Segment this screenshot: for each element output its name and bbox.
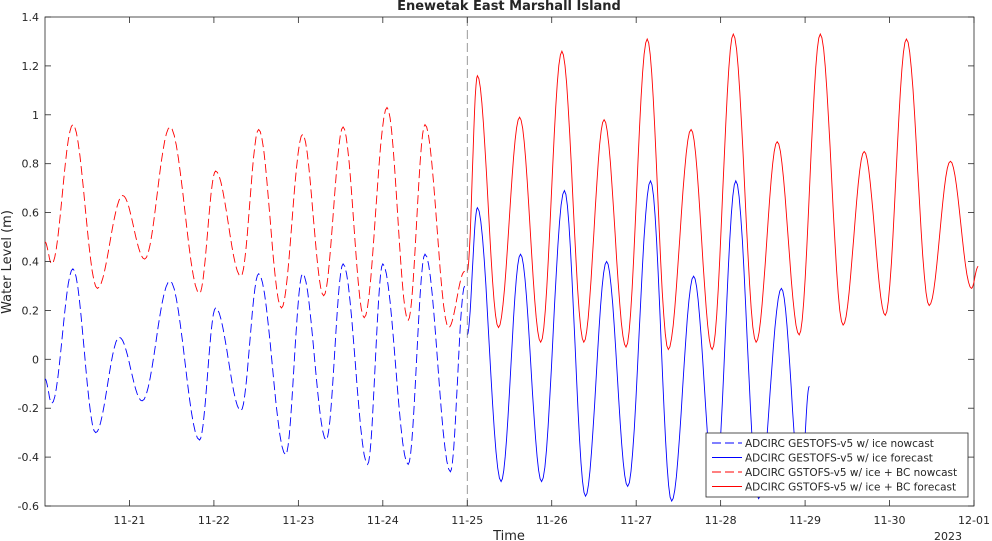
legend-entry: ADCIRC GSTOFS-v5 w/ ice + BC nowcast: [745, 467, 957, 479]
x-tick-label: 11-29: [789, 514, 821, 527]
x-axis: 11-21 11-22 11-23 11-24 11-25 11-26 11-27 11-28…: [113, 17, 990, 527]
plot-area: [44, 16, 979, 507]
legend-entry: ADCIRC GSTOFS-v5 w/ ice + BC forecast: [745, 482, 956, 494]
x-tick-label: 12-01: [958, 514, 990, 527]
x-tick-label: 11-30: [874, 514, 906, 527]
y-tick-label: 1.2: [22, 60, 40, 73]
y-tick-label: -0.4: [18, 451, 39, 464]
year-label: 2023: [934, 530, 962, 541]
y-tick-label: -0.6: [18, 500, 39, 513]
series-line-1: [44, 253, 466, 473]
legend-entry: ADCIRC GESTOFS-v5 w/ ice nowcast: [745, 438, 934, 450]
x-axis-label: Time: [492, 529, 525, 541]
y-tick-label: 0: [32, 353, 39, 366]
x-tick-label: 11-22: [198, 514, 230, 527]
chart-title: Enewetak East Marshall Island: [397, 0, 621, 14]
y-tick-label: -0.2: [18, 402, 39, 415]
x-tick-label: 11-21: [113, 514, 145, 527]
x-tick-label: 11-24: [367, 514, 399, 527]
legend: ADCIRC GESTOFS-v5 w/ ice nowcast ADCIRC G…: [705, 432, 969, 498]
y-tick-label: 0.4: [22, 256, 40, 269]
series-line-3: [44, 106, 465, 329]
x-tick-label: 11-23: [282, 514, 314, 527]
y-tick-label: 1: [32, 109, 39, 122]
x-tick-label: 11-26: [536, 514, 568, 527]
plot-frame: [44, 16, 975, 507]
x-tick-label: 11-25: [451, 514, 483, 527]
x-tick-label: 11-27: [620, 514, 652, 527]
x-tick-label: 11-28: [705, 514, 737, 527]
y-tick-label: 0.2: [22, 304, 40, 317]
y-tick-label: 0.6: [22, 207, 40, 220]
y-axis: -0.6 -0.4 -0.2 0 0.2 0.4 0.6 0.8 1 1.2 1.4: [18, 11, 974, 513]
legend-box: [705, 432, 969, 498]
y-axis-label: Water Level (m): [0, 210, 15, 314]
legend-entry: ADCIRC GESTOFS-v5 w/ ice forecast: [745, 453, 933, 465]
y-tick-label: 1.4: [22, 11, 40, 24]
y-tick-label: 0.8: [22, 158, 40, 171]
series-line-4: [466, 32, 979, 351]
